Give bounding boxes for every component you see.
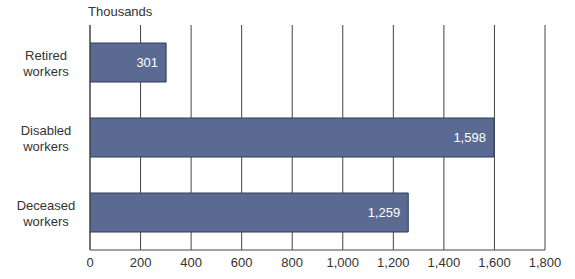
svg-text:Retiredworkers: Retiredworkers (22, 47, 69, 78)
svg-text:1,200: 1,200 (377, 255, 410, 270)
svg-text:1,000: 1,000 (327, 255, 360, 270)
svg-text:301: 301 (136, 55, 158, 70)
svg-text:600: 600 (231, 255, 253, 270)
svg-text:Disabledworkers: Disabledworkers (21, 122, 72, 153)
svg-text:200: 200 (130, 255, 152, 270)
svg-text:0: 0 (86, 255, 93, 270)
svg-text:400: 400 (180, 255, 202, 270)
svg-text:1,598: 1,598 (453, 130, 486, 145)
svg-text:Deceasedworkers: Deceasedworkers (17, 197, 76, 228)
svg-text:1,800: 1,800 (529, 255, 562, 270)
svg-text:1,600: 1,600 (478, 255, 511, 270)
html-text:Thousands: Thousands (88, 4, 153, 19)
svg-text:1,400: 1,400 (428, 255, 461, 270)
svg-text:800: 800 (281, 255, 303, 270)
svg-text:1,259: 1,259 (368, 205, 401, 220)
